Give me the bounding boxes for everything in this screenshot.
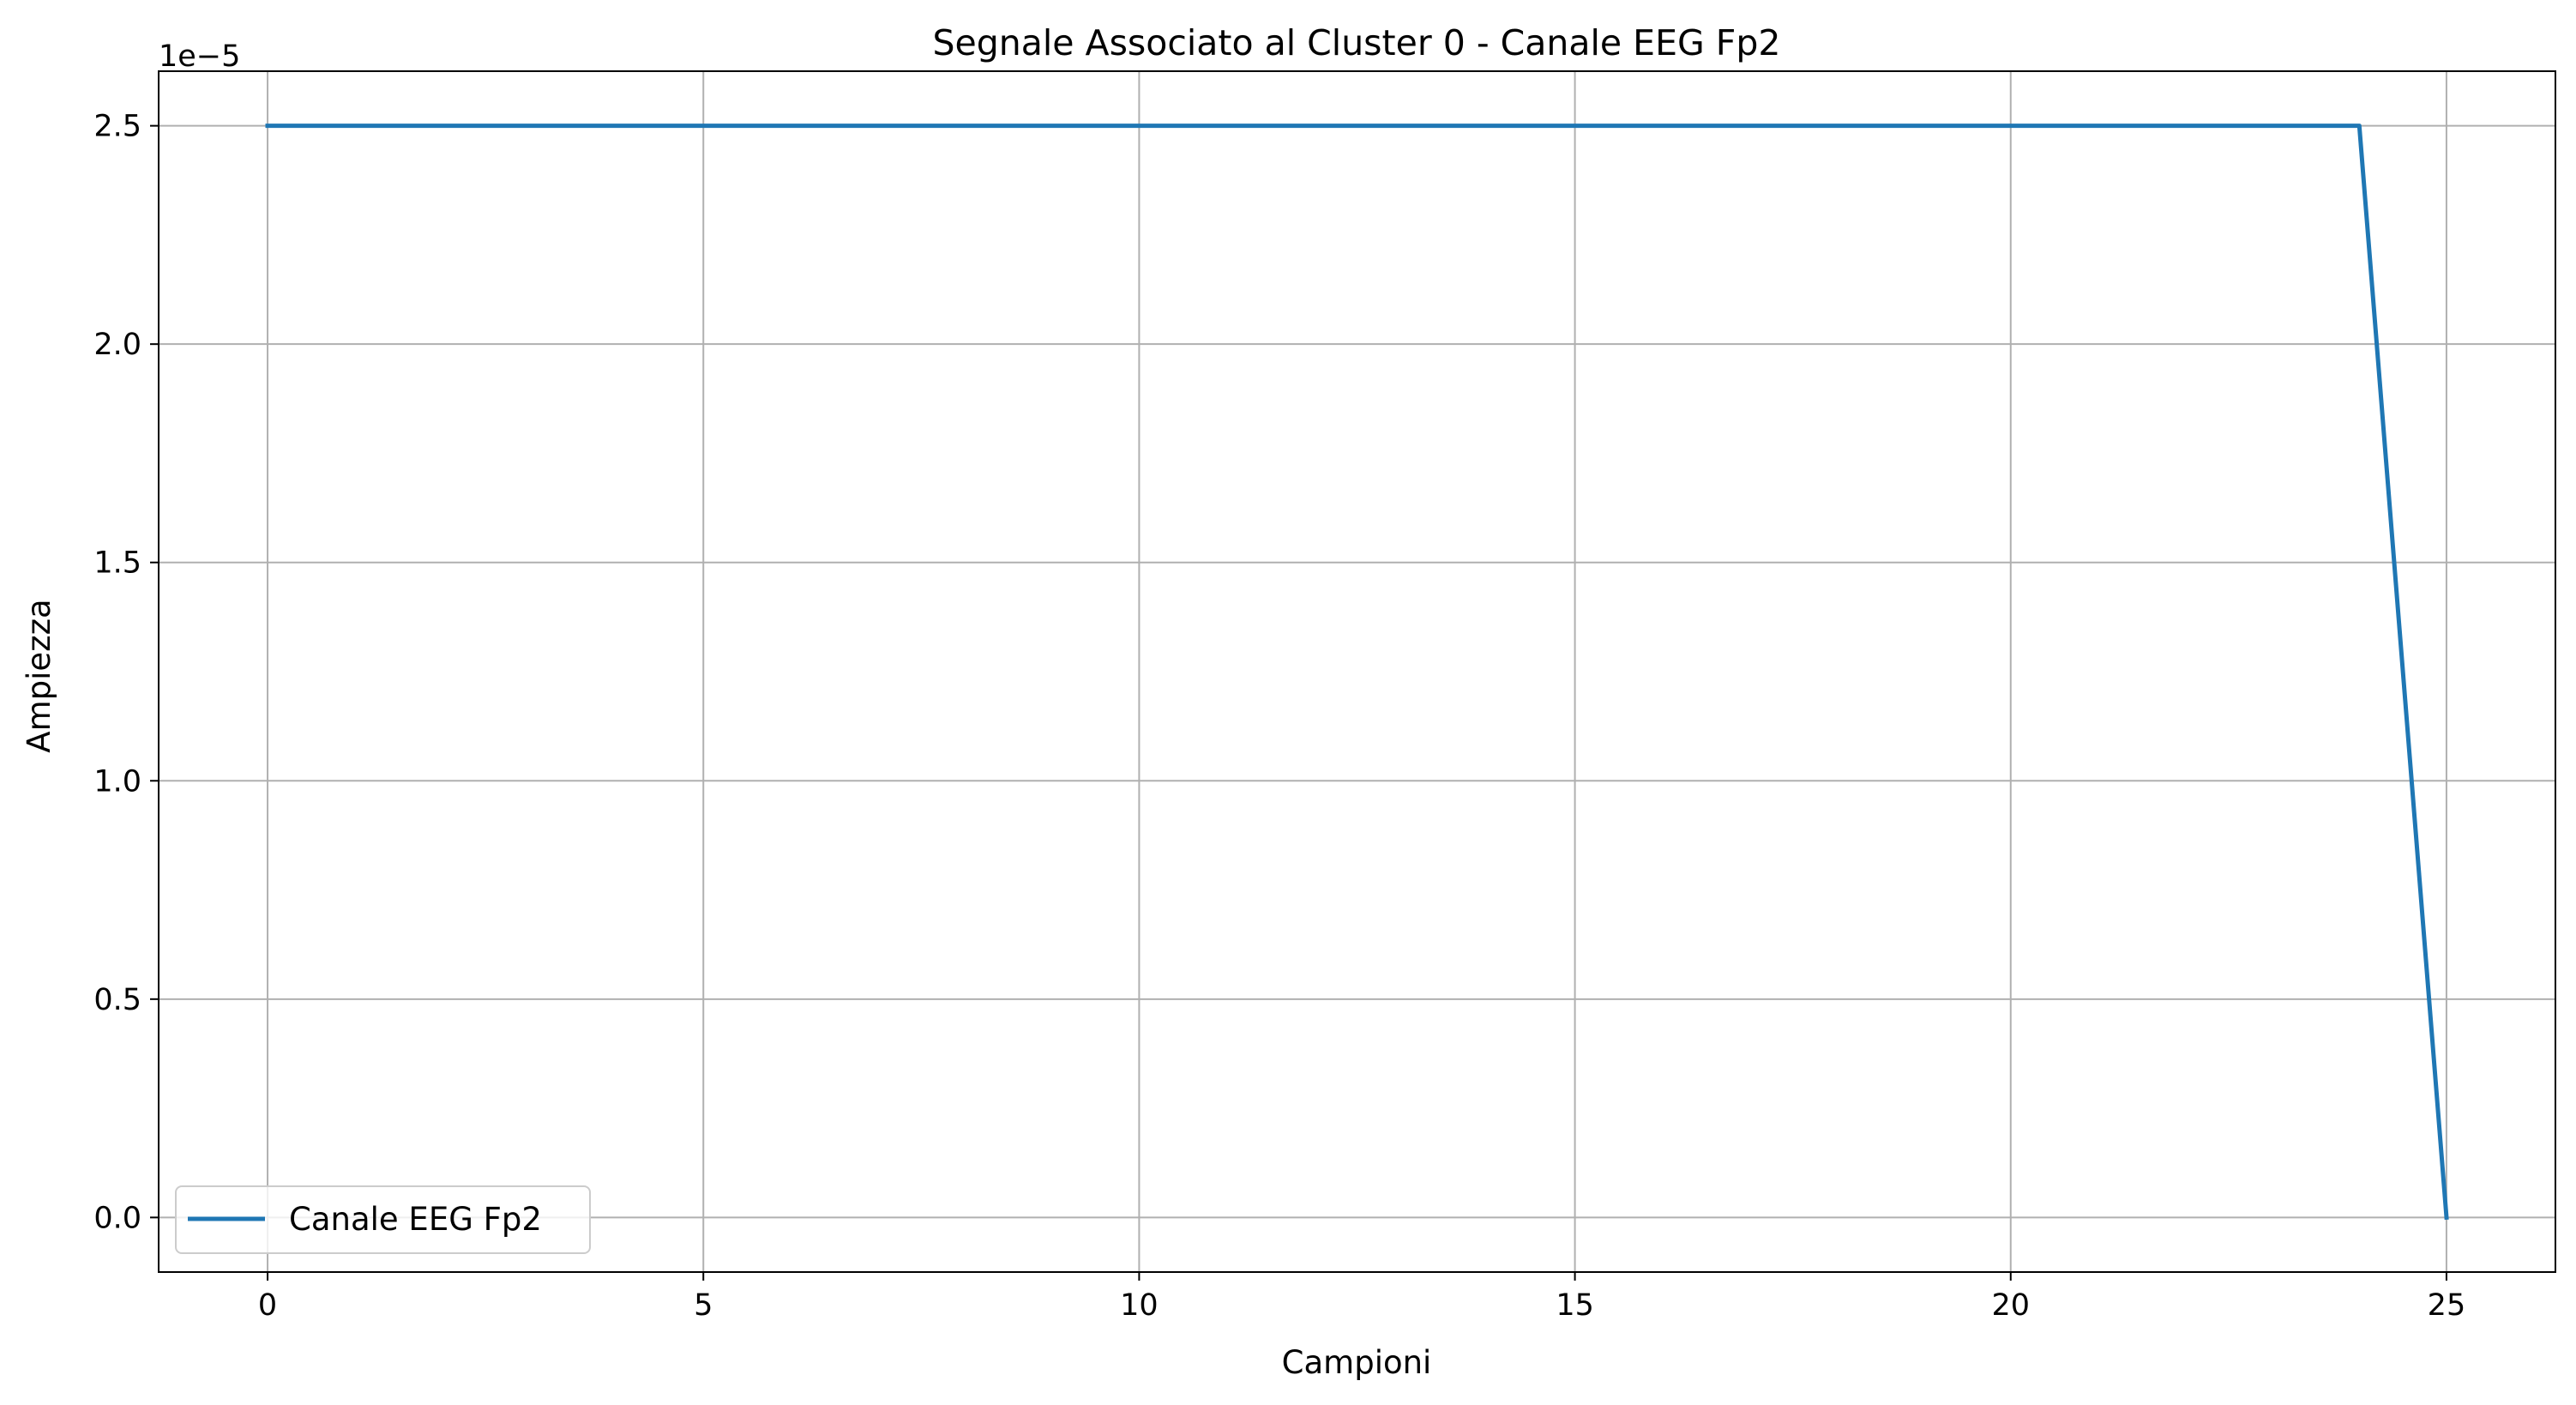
y-axis-offset-label: 1e−5 bbox=[159, 39, 240, 74]
y-tick-label: 2.5 bbox=[93, 110, 141, 144]
ticks: 0 5 10 15 20 25 0.0 0.5 1.0 1.5 2.0 2.5 bbox=[93, 110, 2465, 1323]
legend-box bbox=[175, 1185, 591, 1254]
chart-title: Segnale Associato al Cluster 0 - Canale … bbox=[932, 22, 1780, 63]
grid-lines bbox=[159, 71, 2555, 1272]
plot-area bbox=[159, 71, 2555, 1272]
legend: Canale EEG Fp2 bbox=[175, 1185, 591, 1254]
x-tick-label: 25 bbox=[2428, 1288, 2466, 1323]
axes-frame bbox=[158, 70, 2556, 1273]
x-tick-label: 0 bbox=[258, 1288, 277, 1323]
x-tick-label: 20 bbox=[1991, 1288, 2030, 1323]
x-tick-label: 15 bbox=[1556, 1288, 1594, 1323]
y-tick-label: 1.0 bbox=[93, 764, 141, 799]
legend-label-canale-eeg-fp2: Canale EEG Fp2 bbox=[289, 1201, 542, 1238]
y-tick-label: 0.0 bbox=[93, 1201, 141, 1235]
y-tick-label: 2.0 bbox=[93, 328, 141, 362]
y-tick-label: 1.5 bbox=[93, 546, 141, 581]
x-tick-label: 5 bbox=[694, 1288, 713, 1323]
x-axis-label: Campioni bbox=[1282, 1344, 1432, 1381]
x-tick-label: 10 bbox=[1120, 1288, 1159, 1323]
y-tick-label: 0.5 bbox=[93, 983, 141, 1017]
series-line-canale-eeg-fp2 bbox=[265, 124, 2449, 1221]
series-layer bbox=[265, 124, 2449, 1221]
y-axis-label: Ampiezza bbox=[21, 599, 57, 752]
